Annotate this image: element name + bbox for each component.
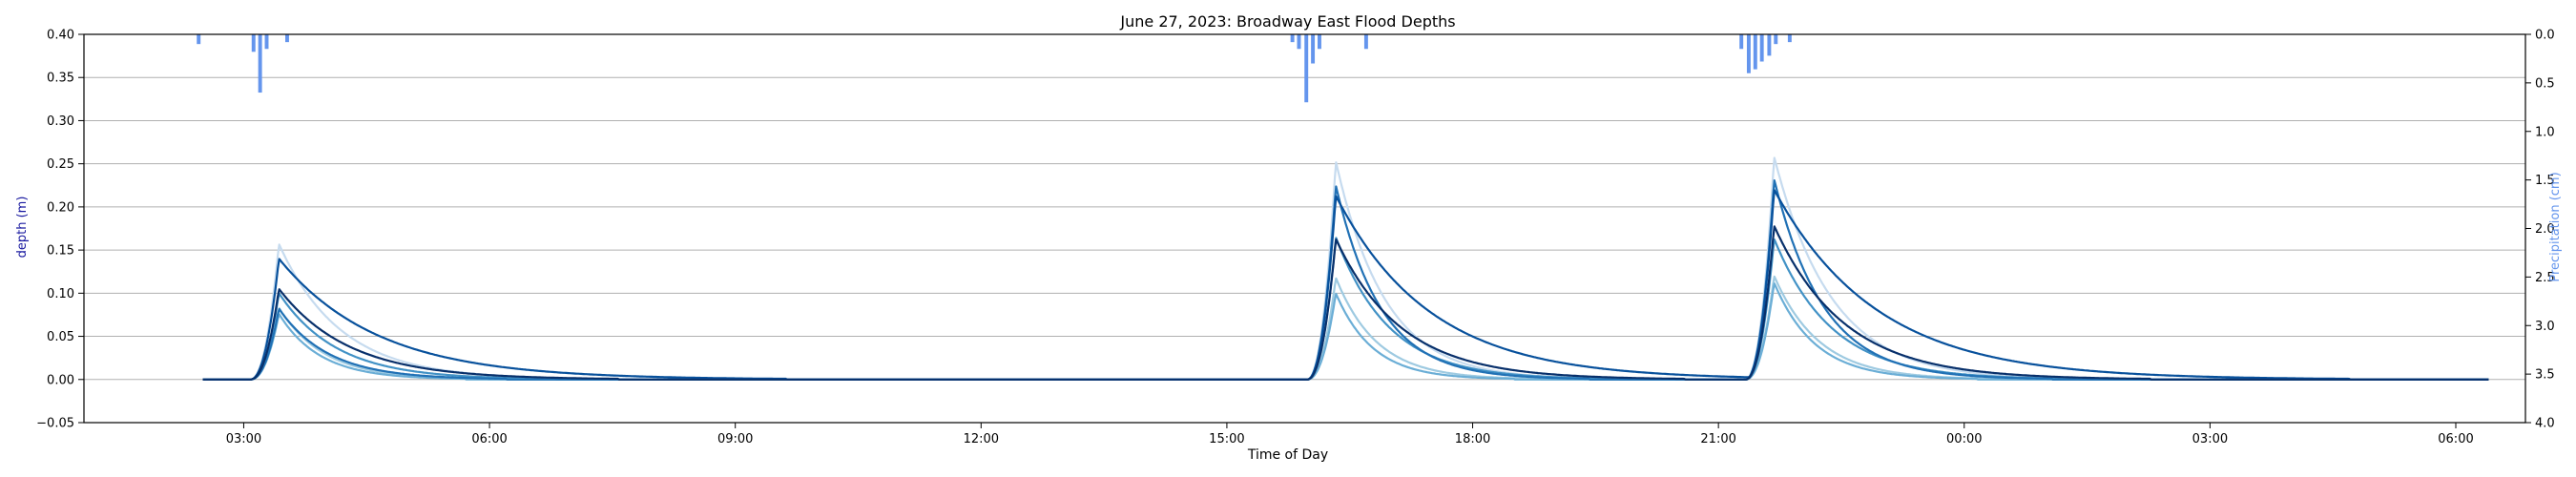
- precipitation-bars: [197, 34, 1792, 103]
- depth-series-line-5: [202, 179, 2489, 381]
- x-tick-label: 03:00: [226, 432, 261, 446]
- y2-tick-label: 3.5: [2535, 368, 2555, 383]
- x-tick-label: 03:00: [2192, 432, 2228, 446]
- depth-series-line-2: [202, 275, 2489, 381]
- chart-title: June 27, 2023: Broadway East Flood Depth…: [1119, 12, 1455, 31]
- y-tick-label: 0.30: [47, 114, 74, 129]
- depth-series-line-6: [202, 189, 2489, 381]
- y-tick-label: 0.10: [47, 287, 74, 301]
- x-axis-label: Time of Day: [1247, 447, 1328, 463]
- x-tick-label: 06:00: [2438, 432, 2473, 446]
- y2-tick-label: 2.5: [2535, 271, 2555, 285]
- y2-tick-label: 4.0: [2535, 417, 2555, 431]
- y-tick-label: −0.05: [36, 417, 74, 431]
- precip-bar: [1304, 34, 1309, 103]
- y-tick-label: 0.40: [47, 29, 74, 43]
- precip-bar: [1774, 34, 1778, 45]
- precip-bar: [1290, 34, 1295, 43]
- precip-bar: [251, 34, 256, 52]
- precip-bar: [284, 34, 289, 43]
- precip-bar: [197, 34, 201, 45]
- depth-series-line-1: [202, 156, 2489, 381]
- precip-bar: [1297, 34, 1301, 50]
- y2-tick-label: 1.5: [2535, 174, 2555, 188]
- x-tick-label: 15:00: [1209, 432, 1244, 446]
- y2-axis-label: Precipitation (cm): [2548, 172, 2563, 281]
- precip-bar: [1739, 34, 1744, 50]
- precip-bar: [258, 34, 262, 93]
- x-tick-label: 21:00: [1700, 432, 1735, 446]
- y-tick-label: 0.35: [47, 72, 74, 86]
- precip-bar: [1311, 34, 1316, 64]
- y-tick-label: 0.20: [47, 200, 74, 215]
- x-tick-label: 09:00: [717, 432, 753, 446]
- x-tick-label: 18:00: [1455, 432, 1490, 446]
- x-tick-label: 12:00: [964, 432, 999, 446]
- precip-bar: [1759, 34, 1764, 62]
- precip-bar: [1363, 34, 1368, 50]
- y-tick-label: 0.00: [47, 373, 74, 387]
- x-axis-ticks: 03:00 06:00 09:00 12:00 15:00 18:00 21:00 00:00…: [226, 423, 2474, 446]
- y-tick-label: 0.05: [47, 330, 74, 344]
- y2-tick-label: 0.0: [2535, 29, 2555, 43]
- y2-axis-ticks: 0.0 0.5 1.0 1.5 2.0 2.5 3.0 3.5 4.0: [2525, 29, 2555, 431]
- x-tick-label: 06:00: [471, 432, 507, 446]
- precip-bar: [1753, 34, 1757, 70]
- y-tick-label: 0.15: [47, 244, 74, 259]
- precip-bar: [264, 34, 269, 50]
- depth-series: [202, 156, 2489, 381]
- y2-tick-label: 2.0: [2535, 222, 2555, 237]
- y2-tick-label: 0.5: [2535, 76, 2555, 91]
- y-axis-ticks: −0.05 0.00 0.05 0.10 0.15 0.20 0.25 0.30 0.35 0.4…: [36, 29, 84, 431]
- y2-tick-label: 3.0: [2535, 320, 2555, 334]
- precip-bar: [1317, 34, 1321, 50]
- depth-series-line-7: [202, 225, 2489, 381]
- y-axis-label: depth (m): [15, 197, 30, 259]
- precip-bar: [1767, 34, 1772, 56]
- y-tick-label: 0.25: [47, 157, 74, 172]
- y2-tick-label: 1.0: [2535, 125, 2555, 139]
- x-tick-label: 00:00: [1946, 432, 1982, 446]
- precip-bar: [1746, 34, 1751, 73]
- precip-bar: [1787, 34, 1792, 43]
